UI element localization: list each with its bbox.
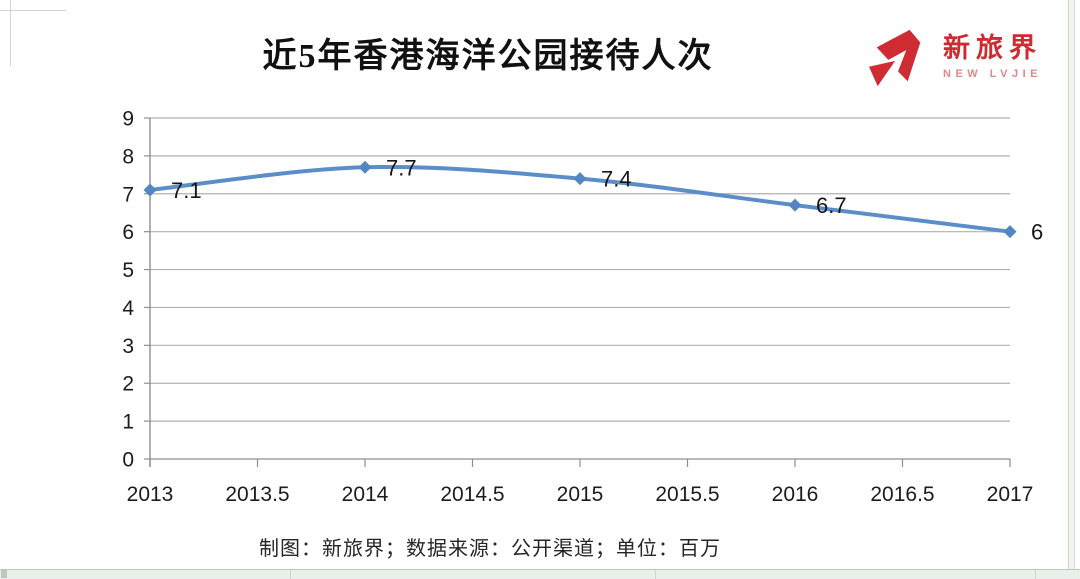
cell-separator (290, 570, 291, 579)
x-axis-label: 2016.5 (870, 483, 934, 506)
y-axis-label: 5 (122, 259, 134, 282)
cell-separator (655, 570, 656, 579)
sheet-corner-mark (1, 570, 7, 578)
data-point-marker (1003, 225, 1017, 239)
y-axis-label: 3 (122, 335, 134, 358)
x-axis-label: 2014.5 (440, 483, 504, 506)
data-point-marker (573, 172, 587, 186)
y-axis-label: 9 (122, 108, 134, 131)
x-axis-label: 2013 (127, 483, 174, 506)
y-axis-label: 6 (122, 221, 134, 244)
cell-separator (1035, 570, 1036, 579)
sheet-border-right (1068, 0, 1075, 579)
data-point-marker (358, 160, 372, 174)
x-axis-label: 2013.5 (225, 483, 289, 506)
data-point-marker (788, 198, 802, 212)
y-axis-label: 8 (122, 145, 134, 168)
y-axis-label: 1 (122, 411, 134, 434)
x-axis-label: 2015.5 (655, 483, 719, 506)
x-axis-label: 2017 (987, 483, 1034, 506)
logo-name: 新旅界 (943, 32, 1042, 63)
data-point-label: 7.7 (386, 155, 417, 180)
data-point-label: 7.1 (171, 178, 202, 203)
logo-text: 新旅界 NEW LVJIE (943, 32, 1042, 80)
data-point-label: 6 (1031, 220, 1043, 245)
data-point-label: 7.4 (601, 167, 632, 192)
y-axis-label: 2 (122, 373, 134, 396)
logo-subtitle: NEW LVJIE (943, 67, 1042, 80)
data-point-label: 6.7 (816, 193, 847, 218)
y-axis-label: 7 (122, 183, 134, 206)
x-axis-label: 2014 (342, 483, 389, 506)
y-axis-label: 0 (122, 449, 134, 472)
source-note: 制图：新旅界；数据来源：公开渠道；单位：百万 (259, 538, 721, 560)
sheet-border-top (0, 10, 66, 11)
x-axis-label: 2016 (772, 483, 819, 506)
sheet-border-bottom (0, 569, 1080, 579)
y-axis-label: 4 (122, 297, 134, 320)
data-point-marker (143, 183, 157, 197)
brand-logo: 新旅界 NEW LVJIE (863, 26, 1042, 88)
chart-title: 近5年香港海洋公园接待人次 (262, 38, 714, 75)
x-axis-label: 2015 (557, 483, 604, 506)
logo-arrow-icon (868, 29, 921, 87)
sheet-border-left (10, 0, 11, 66)
